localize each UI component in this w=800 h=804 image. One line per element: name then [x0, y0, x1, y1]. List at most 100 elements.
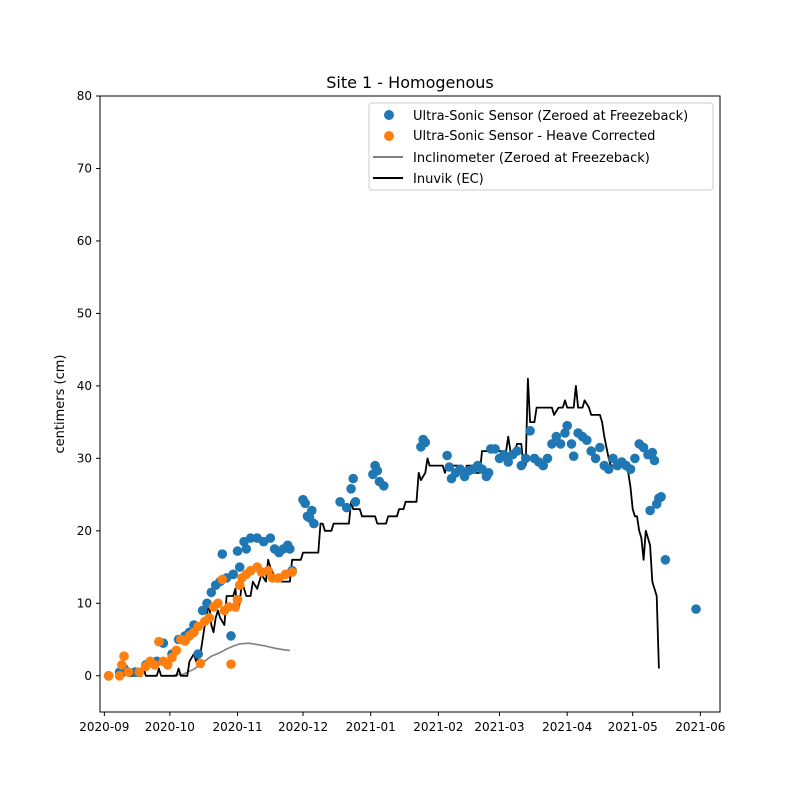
ultrasonic-point — [608, 453, 618, 464]
heave-corrected-point — [213, 598, 223, 609]
x-tick-label: 2021-01 — [346, 720, 396, 734]
y-tick-label: 40 — [77, 379, 92, 393]
heave-corrected-point — [232, 594, 243, 605]
ultrasonic-point — [206, 587, 217, 598]
ultrasonic-point — [455, 464, 466, 475]
ultrasonic-point — [503, 457, 513, 467]
heave-corrected-point — [234, 580, 245, 590]
ultrasonic-point — [379, 481, 389, 491]
heave-corrected-point — [171, 645, 182, 656]
heave-corrected-point — [119, 651, 129, 661]
ultrasonic-point — [512, 446, 522, 456]
x-tick-label: 2021-05 — [608, 720, 658, 734]
ultrasonic-point — [566, 439, 577, 449]
x-tick-label: 2021-03 — [474, 720, 524, 734]
heave-corrected-point — [123, 667, 134, 677]
ultrasonic-point — [551, 431, 562, 442]
heave-corrected-point — [149, 660, 160, 670]
ultrasonic-point — [490, 444, 500, 454]
y-tick-label: 60 — [77, 234, 92, 248]
y-tick-label: 20 — [77, 524, 92, 538]
ultrasonic-point — [442, 450, 452, 461]
heave-corrected-point — [117, 660, 127, 670]
legend-label-heave: Ultra-Sonic Sensor - Heave Corrected — [413, 129, 655, 144]
heave-corrected-point — [263, 565, 273, 576]
ultrasonic-point — [350, 497, 361, 507]
ultrasonic-point — [520, 453, 531, 464]
ultrasonic-point — [542, 453, 553, 464]
ultrasonic-point — [307, 505, 317, 516]
ultrasonic-point — [630, 453, 640, 464]
y-tick-label: 30 — [77, 451, 92, 465]
ultrasonic-point — [582, 435, 592, 446]
ultrasonic-point — [595, 442, 605, 453]
ultrasonic-point — [341, 502, 352, 513]
legend-box — [368, 102, 714, 191]
heave-corrected-point — [193, 621, 203, 632]
legend-label-inuvik: Inuvik (EC) — [413, 172, 484, 187]
ultrasonic-point — [645, 505, 655, 516]
heave-corrected-point — [114, 671, 125, 681]
y-tick-label: 50 — [77, 306, 92, 320]
x-tick-label: 2020-09 — [79, 720, 129, 734]
ultrasonic-point — [560, 428, 570, 438]
ultrasonic-point — [656, 492, 666, 502]
legend-label-inclinometer: Inclinometer (Zeroed at Freezeback) — [413, 151, 650, 166]
ultrasonic-point — [538, 460, 548, 471]
legend-label-ultrasonic: Ultra-Sonic Sensor (Zeroed at Freezeback… — [413, 109, 688, 124]
ultrasonic-point — [483, 468, 494, 478]
x-tick-label: 2020-12 — [278, 720, 328, 734]
heave-corrected-point — [224, 602, 234, 612]
ultrasonic-point — [420, 437, 431, 448]
plot-frame — [99, 95, 721, 713]
legend-marker-heave — [384, 131, 394, 141]
legend-marker-ultrasonic — [384, 110, 394, 120]
ultrasonic-point — [660, 555, 671, 565]
y-tick-label: 10 — [77, 596, 92, 610]
ultrasonic-point — [234, 562, 245, 572]
ultrasonic-point — [217, 549, 228, 559]
ultrasonic-point — [444, 462, 455, 472]
ultrasonic-point — [197, 605, 208, 616]
ultrasonic-point — [228, 569, 238, 580]
ultrasonic-point — [547, 439, 557, 449]
ultrasonic-point — [245, 533, 256, 543]
ultrasonic-point — [647, 447, 658, 458]
heave-corrected-point — [226, 659, 236, 669]
ultrasonic-point — [586, 446, 596, 456]
heave-corrected-point — [204, 613, 214, 623]
heave-corrected-point — [230, 602, 241, 612]
ultrasonic-point — [562, 420, 572, 431]
x-tick-label: 2021-04 — [542, 720, 592, 734]
ultrasonic-point — [348, 473, 359, 484]
ultrasonic-point — [241, 544, 252, 554]
y-axis: 0 10 20 30 40 50 60 70 80 — [77, 89, 100, 683]
ultrasonic-point — [603, 464, 614, 475]
chart-title: Site 1 - Homogenous — [326, 73, 494, 92]
ultrasonic-point — [193, 649, 203, 659]
inclinometer-line — [174, 642, 290, 676]
y-tick-label: 80 — [77, 89, 92, 103]
ultrasonic-point — [649, 455, 660, 466]
y-tick-label: 70 — [77, 161, 92, 175]
heave-corrected-point — [167, 652, 177, 663]
heave-corrected-point — [103, 671, 114, 681]
x-tick-label: 2020-11 — [212, 720, 262, 734]
ultrasonic-point — [232, 546, 243, 556]
ultrasonic-point — [285, 544, 295, 554]
legend: Ultra-Sonic Sensor (Zeroed at Freezeback… — [368, 102, 714, 191]
x-axis: 2020-09 2020-10 2020-11 2020-12 2021-01 2021-… — [79, 712, 725, 734]
x-tick-label: 2021-06 — [675, 720, 725, 734]
y-tick-label: 0 — [84, 669, 92, 683]
ultrasonic-point — [590, 453, 601, 464]
heave-corrected-point — [134, 667, 145, 677]
ultrasonic-point — [525, 426, 535, 436]
ultrasonic-point — [265, 533, 276, 543]
plot-marks — [103, 377, 701, 681]
ultrasonic-point — [516, 460, 527, 471]
y-axis-label: centimers (cm) — [53, 355, 68, 454]
ultrasonic-point — [300, 498, 311, 509]
ultrasonic-point — [372, 465, 383, 476]
ultrasonic-point — [226, 631, 236, 641]
